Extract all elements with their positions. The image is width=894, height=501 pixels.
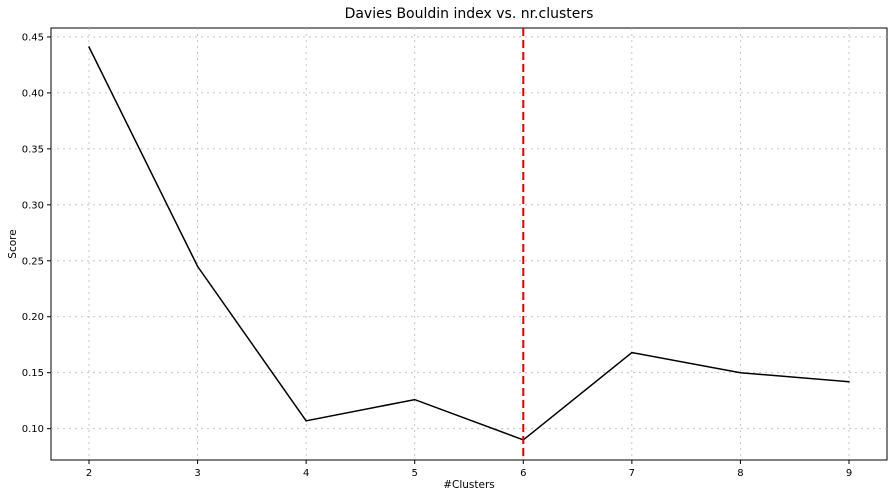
x-tick-label: 5 <box>412 468 418 479</box>
data-point <box>848 380 850 383</box>
data-point <box>739 371 742 374</box>
y-tick-label: 0.35 <box>22 144 44 155</box>
data-point <box>196 265 199 268</box>
x-tick-label: 6 <box>520 468 526 479</box>
x-tick-label: 3 <box>194 468 200 479</box>
plot-frame <box>50 27 888 461</box>
data-point <box>305 420 307 422</box>
y-tick-label: 0.15 <box>22 368 44 379</box>
y-axis-label: Score <box>7 229 19 258</box>
series-layer <box>88 46 850 441</box>
y-tick-label: 0.45 <box>22 32 44 43</box>
data-point <box>88 46 90 48</box>
data-point <box>631 351 633 354</box>
x-tick-label: 2 <box>86 468 92 479</box>
x-tick-label: 8 <box>737 468 743 479</box>
x-tick-label: 9 <box>846 468 852 479</box>
x-axis-label: #Clusters <box>443 479 495 491</box>
data-point <box>413 398 416 401</box>
x-tick-label: 4 <box>303 468 309 479</box>
x-tick-label: 7 <box>629 468 635 479</box>
y-tick-label: 0.30 <box>22 200 44 211</box>
y-tick-label: 0.20 <box>22 312 44 323</box>
grid-lines <box>51 28 887 460</box>
y-tick-label: 0.25 <box>22 256 44 267</box>
y-tick-label: 0.40 <box>22 88 44 99</box>
series-line <box>88 46 850 441</box>
y-tick-label: 0.10 <box>22 424 44 435</box>
axis-ticks: 2 3 4 5 6 7 8 9 0.10 0.15 0.20 0.25 0.30 0.35 0.40 0.45 <box>22 32 852 479</box>
chart-title: Davies Bouldin index vs. nr.clusters <box>345 6 594 22</box>
